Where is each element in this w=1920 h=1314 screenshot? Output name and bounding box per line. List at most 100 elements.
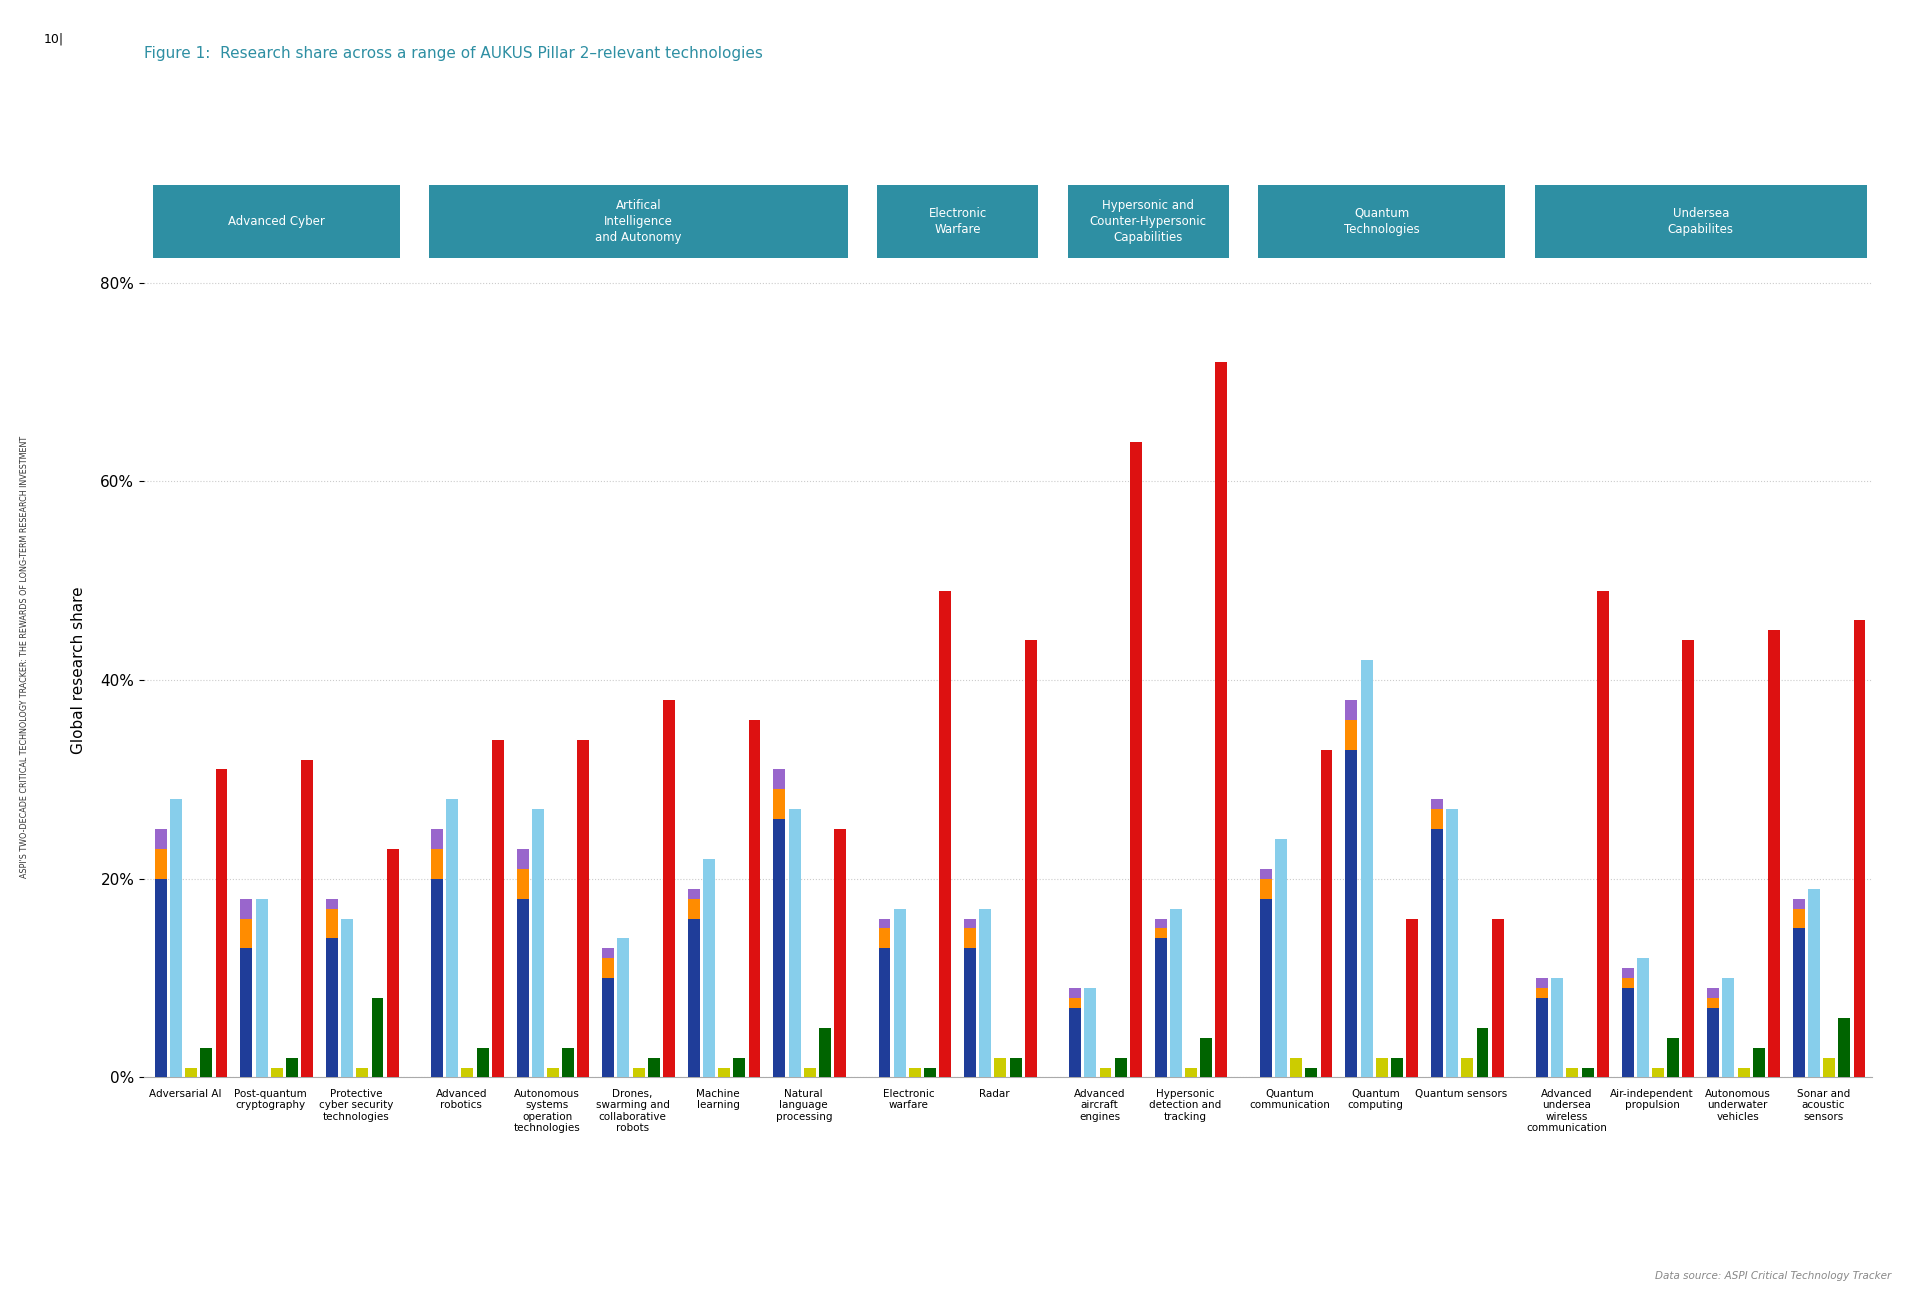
Bar <box>1129 442 1142 1077</box>
Bar <box>1793 899 1805 908</box>
Bar <box>371 999 384 1077</box>
Bar <box>156 849 167 879</box>
Bar <box>1430 809 1444 829</box>
Bar <box>893 908 906 1077</box>
Bar <box>879 929 891 949</box>
Bar <box>1260 879 1271 899</box>
Bar <box>1346 749 1357 1077</box>
Bar <box>647 1058 660 1077</box>
Bar <box>1492 918 1503 1077</box>
Bar <box>432 879 444 1077</box>
Bar <box>879 949 891 1077</box>
Bar <box>1536 999 1548 1077</box>
Bar <box>703 859 714 1077</box>
Bar <box>603 949 614 958</box>
Bar <box>1430 799 1444 809</box>
Bar <box>516 849 528 869</box>
Bar <box>1768 631 1780 1077</box>
Bar <box>833 829 847 1077</box>
Bar <box>1154 918 1167 929</box>
Bar <box>326 908 338 938</box>
Bar <box>979 908 991 1077</box>
Bar <box>939 591 950 1077</box>
Bar <box>1622 988 1634 1077</box>
Bar <box>215 770 227 1077</box>
Bar <box>516 899 528 1077</box>
Bar <box>1536 978 1548 988</box>
Bar <box>156 829 167 849</box>
Bar <box>1651 1067 1665 1077</box>
Bar <box>1551 978 1563 1077</box>
Bar <box>286 1058 298 1077</box>
Text: ASPI'S TWO-DECADE CRITICAL TECHNOLOGY TRACKER: THE REWARDS OF LONG-TERM RESEARCH: ASPI'S TWO-DECADE CRITICAL TECHNOLOGY TR… <box>21 436 29 878</box>
Bar <box>578 740 589 1077</box>
Bar <box>1707 1008 1718 1077</box>
Bar <box>1446 809 1457 1077</box>
Bar <box>1346 700 1357 720</box>
Bar <box>1567 1067 1578 1077</box>
Bar <box>532 809 543 1077</box>
Bar <box>1290 1058 1302 1077</box>
Bar <box>1707 988 1718 999</box>
Bar <box>301 759 313 1077</box>
Bar <box>1154 929 1167 938</box>
Bar <box>632 1067 645 1077</box>
Bar <box>1154 938 1167 1077</box>
Bar <box>789 809 801 1077</box>
Bar <box>1260 899 1271 1077</box>
Bar <box>1100 1067 1112 1077</box>
Bar <box>1809 888 1820 1077</box>
Bar <box>733 1058 745 1077</box>
Bar <box>964 929 975 949</box>
Bar <box>1536 988 1548 999</box>
Bar <box>618 938 630 1077</box>
Bar <box>1753 1047 1764 1077</box>
Bar <box>357 1067 369 1077</box>
Text: Electronic
Warfare: Electronic Warfare <box>929 206 987 237</box>
Bar <box>1346 720 1357 749</box>
Bar <box>1185 1067 1196 1077</box>
Text: Advanced Cyber: Advanced Cyber <box>228 215 324 227</box>
Bar <box>184 1067 198 1077</box>
Bar <box>1390 1058 1404 1077</box>
Bar <box>804 1067 816 1077</box>
Bar <box>1169 908 1183 1077</box>
Bar <box>662 700 674 1077</box>
Bar <box>687 899 699 918</box>
Bar <box>687 918 699 1077</box>
Bar <box>718 1067 730 1077</box>
Bar <box>1638 958 1649 1077</box>
Text: Undersea
Capabilites: Undersea Capabilites <box>1668 206 1734 237</box>
Bar <box>461 1067 474 1077</box>
Bar <box>774 790 785 819</box>
Bar <box>1275 840 1286 1077</box>
Bar <box>820 1028 831 1077</box>
Bar <box>516 869 528 899</box>
Bar <box>1667 1038 1680 1077</box>
Bar <box>774 819 785 1077</box>
Bar <box>603 978 614 1077</box>
Text: Quantum
Technologies: Quantum Technologies <box>1344 206 1419 237</box>
Bar <box>1377 1058 1388 1077</box>
Bar <box>1116 1058 1127 1077</box>
Bar <box>476 1047 488 1077</box>
Bar <box>1824 1058 1836 1077</box>
Bar <box>1085 988 1096 1077</box>
Bar <box>995 1058 1006 1077</box>
Bar <box>1622 968 1634 978</box>
Bar <box>386 849 399 1077</box>
Bar <box>1069 999 1081 1008</box>
Y-axis label: Global research share: Global research share <box>71 586 86 754</box>
Text: Hypersonic and
Counter-Hypersonic
Capabilities: Hypersonic and Counter-Hypersonic Capabi… <box>1091 198 1208 244</box>
Bar <box>1306 1067 1317 1077</box>
Bar <box>1215 363 1227 1077</box>
Bar <box>1361 660 1373 1077</box>
Bar <box>1793 929 1805 1077</box>
Bar <box>171 799 182 1077</box>
Bar <box>687 888 699 899</box>
Bar <box>749 720 760 1077</box>
Bar <box>1682 640 1693 1077</box>
Bar <box>432 849 444 879</box>
Bar <box>1260 869 1271 879</box>
Bar <box>774 770 785 790</box>
